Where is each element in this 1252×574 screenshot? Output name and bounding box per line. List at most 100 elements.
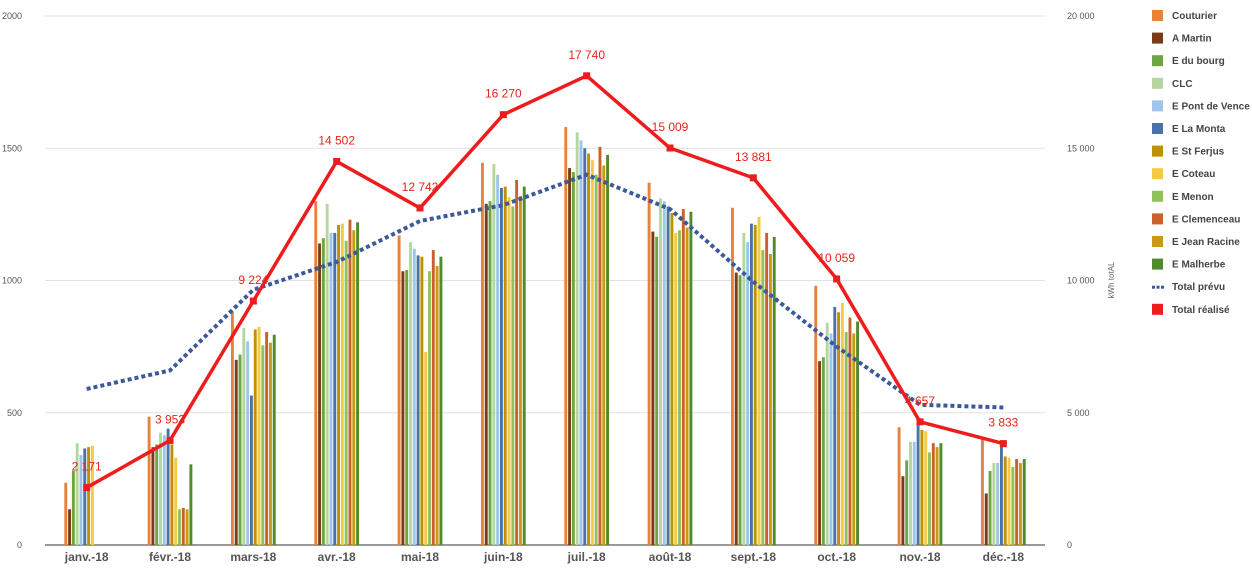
bar — [431, 250, 435, 545]
bar — [765, 232, 769, 545]
data-label: 3 833 — [988, 416, 1018, 430]
bar — [818, 361, 822, 545]
bar — [230, 312, 234, 545]
bar — [590, 160, 594, 545]
legend-swatch — [1152, 32, 1163, 44]
bar — [333, 232, 337, 545]
data-labels: 2 171 3 953 9 224 14 502 12 742 16 270 17 740 1… — [72, 48, 1019, 474]
legend-label: E Jean Racine — [1172, 237, 1240, 248]
bar — [992, 463, 996, 545]
data-label: 9 224 — [238, 273, 268, 287]
bar — [257, 326, 261, 545]
bar — [352, 230, 356, 545]
bar — [666, 206, 670, 545]
bar — [738, 275, 742, 545]
bar — [980, 439, 984, 545]
bar — [920, 429, 924, 545]
category-label: juin-18 — [483, 550, 523, 564]
legend-swatch — [1152, 190, 1163, 202]
gridlines — [45, 15, 1045, 546]
bar — [928, 452, 931, 545]
line-point — [166, 436, 174, 444]
bar — [996, 463, 1000, 545]
bar — [416, 255, 420, 545]
legend-label: E du bourg — [1172, 56, 1225, 67]
bar — [435, 265, 439, 545]
line-point — [416, 204, 424, 212]
bar — [64, 482, 68, 545]
bar — [594, 174, 598, 545]
legend-swatch — [1152, 55, 1163, 67]
bar — [761, 250, 765, 545]
bar — [238, 354, 242, 545]
line-point — [666, 144, 674, 152]
line-point — [499, 111, 507, 119]
bar — [83, 448, 87, 545]
bar — [749, 223, 753, 545]
bar — [912, 441, 916, 545]
bar — [681, 209, 685, 545]
bar — [420, 256, 424, 545]
bar — [507, 197, 511, 545]
bar — [939, 443, 943, 545]
bar — [825, 322, 829, 545]
legend-swatch — [1152, 303, 1163, 315]
bar — [772, 236, 776, 546]
category-label: mai-18 — [401, 550, 439, 564]
right-tick-label: 15 000 — [1067, 143, 1095, 153]
bar — [598, 146, 602, 546]
legend-swatch — [1152, 168, 1163, 180]
left-axis: 0 500 1000 1500 2000 — [2, 11, 22, 550]
legend-swatch — [1161, 285, 1164, 289]
data-label: 17 740 — [568, 48, 605, 62]
legend-swatch — [1152, 236, 1163, 247]
bar — [1011, 466, 1015, 545]
bar — [848, 317, 852, 545]
bar — [814, 285, 818, 545]
data-label: 13 881 — [735, 150, 772, 164]
legend-swatch — [1152, 77, 1163, 89]
line-point — [833, 275, 841, 283]
left-tick-label: 500 — [7, 408, 22, 418]
bar — [655, 236, 659, 546]
bar — [564, 127, 568, 545]
bar — [515, 179, 519, 546]
bar — [852, 333, 856, 545]
legend-swatch — [1152, 285, 1155, 289]
bar — [79, 455, 83, 545]
bar — [71, 470, 75, 545]
bar — [325, 203, 329, 546]
bar — [321, 238, 325, 545]
bar — [897, 427, 901, 545]
bar — [249, 395, 253, 545]
bar — [734, 272, 738, 545]
bar — [75, 443, 79, 545]
bar — [488, 201, 492, 545]
bar — [685, 227, 689, 545]
legend-swatch — [1152, 145, 1163, 157]
legend-label: E Clemenceau — [1172, 214, 1240, 225]
bar — [329, 232, 333, 545]
legend-label: E Coteau — [1172, 169, 1215, 180]
bar — [401, 271, 405, 545]
bar — [87, 447, 91, 545]
left-tick-label: 1500 — [2, 143, 22, 153]
bar — [174, 457, 178, 545]
bar — [571, 172, 575, 545]
category-label: avr.-18 — [318, 550, 356, 564]
bar — [503, 186, 507, 546]
data-label: 14 502 — [318, 133, 355, 147]
legend-label: Total prévu — [1172, 282, 1225, 293]
bar — [397, 235, 401, 545]
total-lines — [83, 72, 1007, 492]
legend-label: Couturier — [1172, 11, 1217, 22]
bar — [439, 256, 443, 545]
bar — [988, 470, 992, 545]
data-label: 15 009 — [652, 120, 689, 134]
legend-swatch — [1152, 100, 1163, 112]
line-point — [999, 440, 1007, 448]
category-label: mars-18 — [230, 550, 276, 564]
bar — [409, 242, 412, 545]
bar — [234, 359, 238, 545]
